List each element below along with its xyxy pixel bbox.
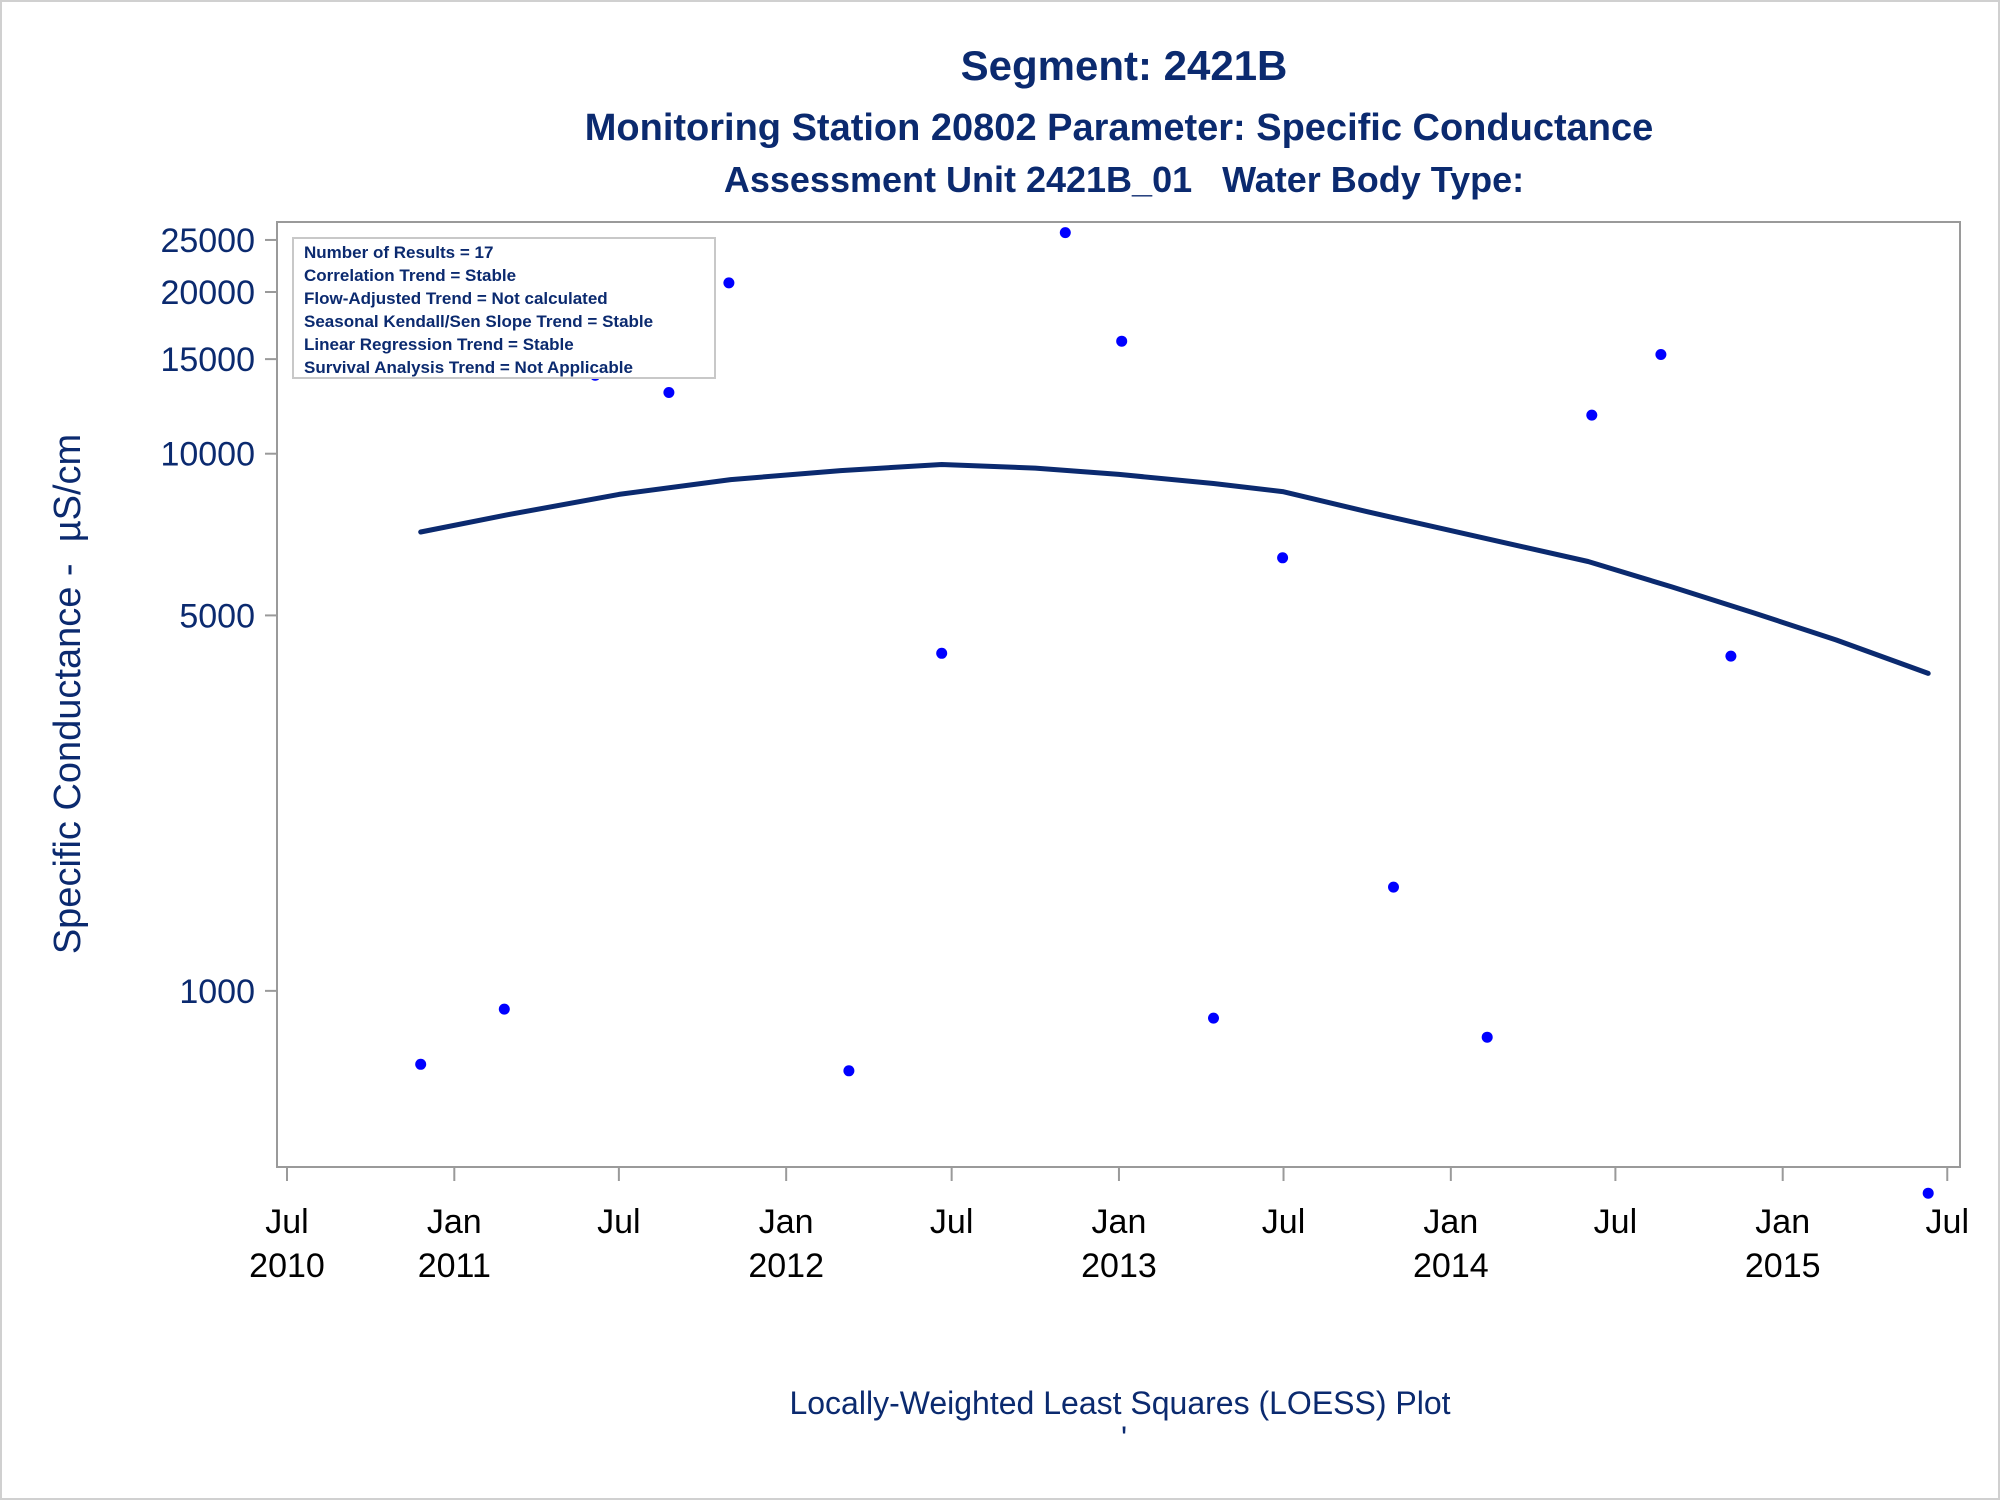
data-point bbox=[1388, 881, 1399, 893]
data-point bbox=[1208, 1012, 1219, 1024]
x-tick-year-label: 2014 bbox=[1413, 1247, 1489, 1285]
stats-box-frame bbox=[292, 237, 716, 379]
x-tick-label: Jan bbox=[1092, 1203, 1147, 1241]
data-point bbox=[1922, 1187, 1934, 1199]
y-tick-label: 15000 bbox=[160, 341, 255, 379]
data-point bbox=[1481, 1031, 1493, 1043]
x-tick-year-label: 2011 bbox=[418, 1247, 491, 1285]
x-tick-label: Jul bbox=[1262, 1203, 1305, 1241]
chart-subtitle: Monitoring Station 20802 Parameter: Spec… bbox=[585, 107, 1653, 149]
stats-line: Seasonal Kendall/Sen Slope Trend = Stabl… bbox=[304, 312, 653, 331]
footnote: Locally-Weighted Least Squares (LOESS) P… bbox=[789, 1385, 1450, 1421]
x-tick-year-label: 2013 bbox=[1081, 1247, 1157, 1285]
stats-line: Flow-Adjusted Trend = Not calculated bbox=[304, 289, 608, 308]
x-tick-label: Jul bbox=[597, 1203, 640, 1241]
data-point bbox=[663, 387, 675, 398]
x-tick-label: Jan bbox=[1755, 1203, 1810, 1241]
y-tick-label: 25000 bbox=[160, 222, 255, 260]
y-tick-label: 20000 bbox=[160, 274, 255, 312]
y-axis: 25000 20000 15000 10000 5000 1000 bbox=[160, 222, 277, 1011]
chart-subtitle-2: Assessment Unit 2421B_01 Water Body Type… bbox=[724, 159, 1524, 200]
data-point bbox=[1116, 335, 1128, 347]
data-point bbox=[1655, 349, 1667, 360]
loess-trend-line bbox=[418, 462, 1931, 676]
stats-line: Survival Analysis Trend = Not Applicable bbox=[304, 358, 633, 377]
stats-box: Number of Results = 17 Correlation Trend… bbox=[292, 237, 716, 379]
data-point bbox=[843, 1065, 855, 1077]
chart-title: Segment: 2421B bbox=[961, 42, 1288, 89]
stats-line: Correlation Trend = Stable bbox=[304, 266, 516, 285]
x-axis: Jul 2010 Jan 2011 Jul Jan 2012 Jul Jan 2013 Jul Jan… bbox=[249, 1167, 1969, 1285]
footnote-mark: ' bbox=[1121, 1420, 1127, 1456]
data-point bbox=[936, 647, 948, 659]
x-tick-label: Jul bbox=[1594, 1203, 1637, 1241]
x-tick-label: Jul bbox=[1926, 1203, 1969, 1241]
x-tick-label: Jul bbox=[930, 1203, 973, 1241]
stats-line: Number of Results = 17 bbox=[304, 243, 493, 262]
x-tick-label: Jan bbox=[427, 1203, 482, 1241]
data-point bbox=[1725, 650, 1737, 662]
x-tick-label: Jan bbox=[1423, 1203, 1478, 1241]
x-tick-year-label: 2015 bbox=[1745, 1247, 1821, 1285]
data-point bbox=[723, 277, 735, 289]
y-tick-label: 10000 bbox=[160, 436, 255, 474]
x-tick-label: Jul bbox=[265, 1203, 308, 1241]
x-tick-year-label: 2012 bbox=[748, 1247, 824, 1285]
y-tick-label: 5000 bbox=[179, 597, 255, 635]
data-point bbox=[1059, 227, 1071, 239]
data-point bbox=[498, 1003, 510, 1015]
y-axis-label: Specific Conductance - µS/cm bbox=[47, 434, 89, 954]
data-point bbox=[1277, 552, 1289, 564]
x-tick-year-label: 2010 bbox=[249, 1247, 325, 1285]
stats-line: Linear Regression Trend = Stable bbox=[304, 335, 574, 354]
data-point bbox=[1586, 409, 1598, 421]
y-tick-label: 1000 bbox=[179, 973, 255, 1011]
data-point bbox=[415, 1058, 427, 1070]
x-tick-label: Jan bbox=[759, 1203, 814, 1241]
